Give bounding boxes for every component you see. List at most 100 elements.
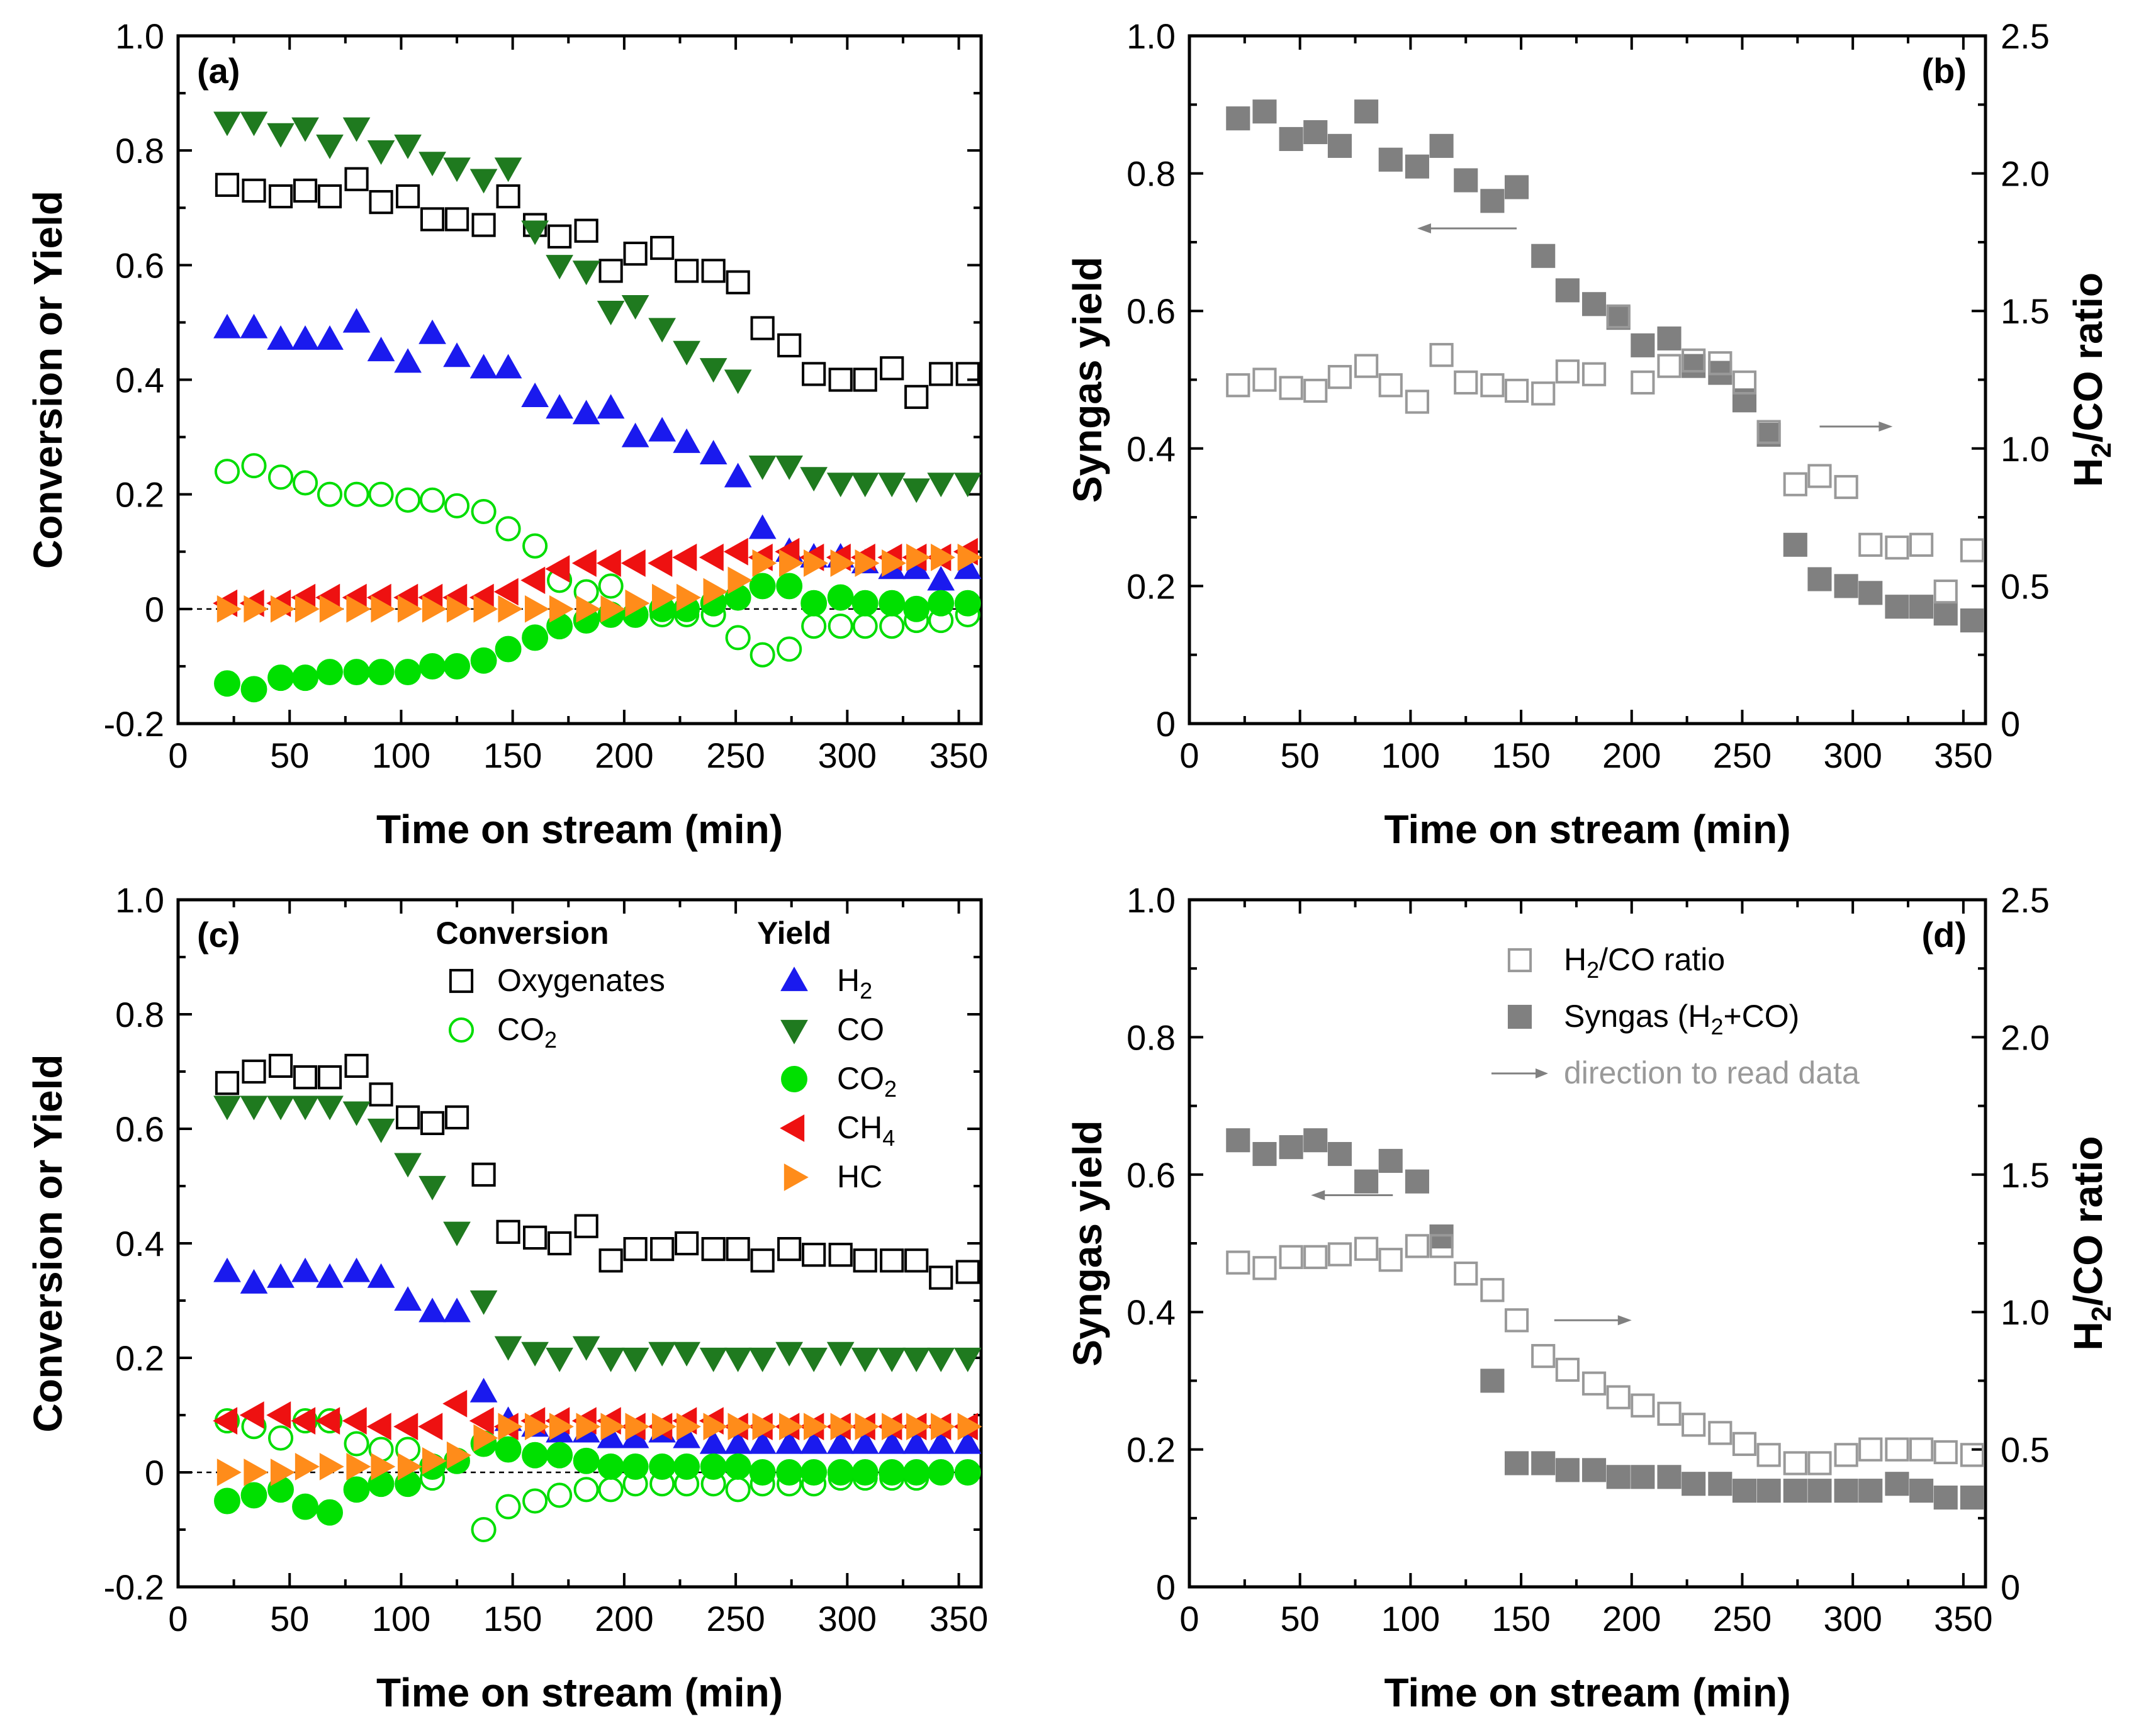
data-point [954,590,981,617]
data-point [621,1423,649,1448]
data-point [953,554,982,580]
data-point [827,1459,854,1486]
data-point [853,367,877,392]
series-co2-yield [214,573,981,703]
data-point [779,549,804,577]
data-point [394,1286,422,1311]
data-point [523,1225,548,1250]
data-point [522,533,548,559]
x-tick-label: 0 [168,736,188,775]
data-point [1631,370,1655,395]
y-tick-label: 0 [145,1453,164,1492]
legend-label: direction to read data [1564,1055,1860,1090]
y-tick-label: 0.8 [115,131,164,171]
data-point [469,169,498,194]
data-point [469,1407,494,1435]
data-point [1429,1234,1454,1258]
data-point [623,1237,648,1262]
x-tick-label: 100 [1381,1599,1440,1638]
data-point [648,1341,676,1367]
legend-marker [1507,948,1532,973]
legend-label: H2 [837,963,872,1004]
data-point [775,1341,804,1367]
data-point [571,549,597,577]
data-point [1429,343,1454,367]
data-point [826,473,855,498]
data-point [1555,278,1580,303]
data-point [727,566,753,595]
data-point [903,595,930,622]
data-point [752,1413,777,1441]
data-point [1933,580,1958,604]
x-axis-title: Time on stream (min) [376,807,783,852]
data-point [648,549,673,577]
data-point [800,1429,828,1454]
data-point [319,595,344,623]
data-point [213,1257,241,1282]
data-point [600,1413,626,1441]
y-tick-label: 1.0 [115,16,164,56]
data-point [597,1423,625,1448]
data-point [673,428,700,453]
data-point [1303,1245,1328,1269]
series-hc-yield [216,544,982,623]
data-point [1631,1465,1655,1489]
legend-marker [783,1163,809,1191]
data-point [622,1453,649,1480]
x-tick-label: 250 [1713,736,1772,775]
data-point [779,1413,804,1441]
data-point [1657,1401,1682,1426]
data-point [828,613,853,639]
data-point [826,1429,855,1454]
data-point [393,1413,418,1441]
data-point [1252,1141,1277,1167]
data-point [369,190,393,215]
data-point [270,595,295,623]
legend-label-text: Syngas (H [1564,999,1710,1034]
data-point [267,325,295,350]
data-point [394,134,422,159]
data-point [878,1429,906,1454]
data-point [1807,464,1832,488]
legend-marker [448,1017,475,1043]
data-point [906,1413,931,1441]
x-tick-label: 350 [929,736,988,775]
data-point [495,516,521,542]
data-point [1581,362,1607,386]
legend-label: Oxygenates [497,963,665,998]
data-point [724,1453,751,1480]
data-point [498,1413,523,1441]
data-point [549,595,574,623]
data-point [443,157,471,182]
x-axis-title: Time on stream (min) [1384,807,1790,852]
data-point [1631,1393,1655,1418]
data-point [1960,608,1984,633]
data-point [1354,1236,1379,1261]
data-point [853,1248,877,1273]
y-tick-label: 0.4 [1126,429,1176,469]
data-point [270,1459,295,1486]
data-point [418,152,446,177]
data-point [623,242,648,266]
data-point [801,613,827,639]
data-point [1885,1472,1909,1496]
x-tick-label: 100 [372,736,430,775]
x-tick-label: 300 [1823,1599,1882,1638]
data-point [342,1407,367,1435]
data-point [494,1336,522,1361]
data-point [1732,1431,1757,1456]
y-right-title-sub: 2 [2086,442,2117,457]
data-point [292,664,318,692]
data-point [344,1053,369,1078]
data-point [1858,1479,1883,1503]
legend-marker [1491,1068,1548,1078]
data-point [749,1459,776,1486]
data-point [879,1459,906,1486]
data-point [520,566,546,595]
data-point [1657,1465,1682,1489]
legend-label-sub: 2 [884,1076,897,1102]
y-right-tick-label: 0.5 [2001,566,2050,606]
data-point [800,590,828,617]
data-point [572,1336,600,1361]
data-point [521,383,549,407]
